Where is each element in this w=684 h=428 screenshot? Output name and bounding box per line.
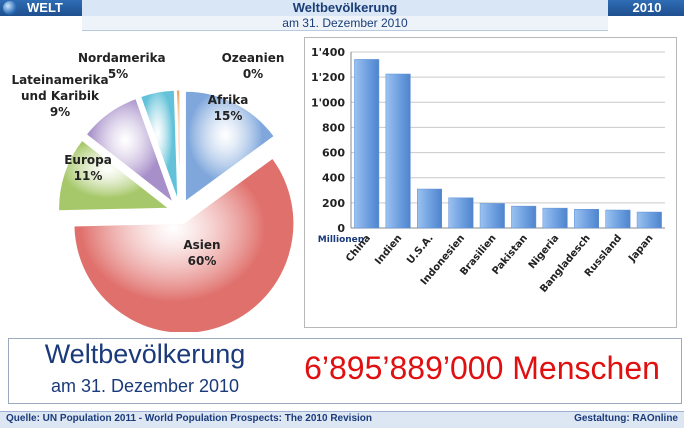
summary-date: am 31. Dezember 2010 [50,376,240,396]
page-title: Weltbevölkerung [82,0,608,16]
world-population-total: 6’895’889’000 Menschen [304,350,660,386]
pie-slice-label: Nordamerika 5% [78,51,166,81]
bar [636,211,662,229]
pie-slice [85,98,175,204]
pie-slice [184,90,275,203]
y-axis-unit-label: Millionen [318,235,364,245]
bar [542,207,568,229]
x-tick-label: Japan [626,233,655,265]
y-tick-label: 1'200 [311,71,345,84]
bar [479,203,505,229]
pie-slice [73,157,295,332]
pie-chart [58,89,295,332]
y-tick-label: 0 [337,222,345,235]
x-tick-label: Indien [373,233,404,267]
pie-slice [58,139,171,212]
y-tick-label: 800 [322,121,345,134]
pie-slice-label: Ozeanien 0% [221,51,285,81]
pie-slice-label: Afrika 15% [207,93,249,123]
y-tick-label: 400 [322,172,345,185]
bar [385,73,411,229]
y-tick-label: 1'000 [311,96,345,109]
design-credit: Gestaltung: RAOnline [574,413,678,424]
bar [605,209,631,229]
header-year: 2010 [632,0,662,15]
bar [417,188,442,229]
y-tick-label: 600 [322,147,345,160]
y-tick-label: 1'400 [311,46,345,59]
pie-slice [140,89,179,201]
bar-chart-frame: 0 200 400 600 800 1'000 1'200 1'400 China Indien U… [304,37,677,328]
pie-slice-label: Europa 11% [64,153,112,183]
bar [448,197,474,229]
bar [511,205,537,229]
y-tick-label: 200 [322,197,345,210]
x-tick-label: U.S.A. [405,233,436,267]
summary-box [8,338,682,404]
source-note: Quelle: UN Population 2011 - World Popul… [6,413,373,424]
summary-title: Weltbevölkerung [44,339,246,369]
pie-slice [175,89,181,201]
footer-bar [0,411,684,428]
pie-slice-label: Lateinamerika und Karibik 9% [11,73,109,119]
globe-icon [3,1,17,15]
bar [354,59,380,229]
pie-slice-label: Asien 60% [183,238,221,268]
bar [574,209,599,229]
page-subtitle: am 31. Dezember 2010 [82,16,608,31]
header-region-label: WELT [27,0,63,15]
